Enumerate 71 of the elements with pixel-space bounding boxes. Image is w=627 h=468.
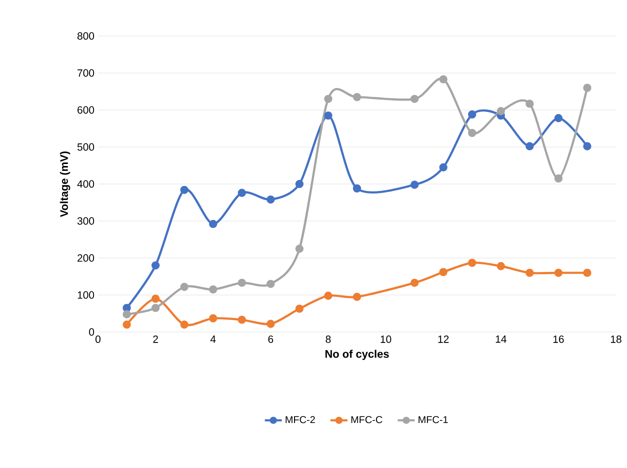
point	[496, 262, 505, 270]
y-tick-label: 800	[77, 32, 94, 40]
point	[151, 304, 160, 312]
y-tick-label: 400	[77, 180, 94, 188]
x-tick-label: 18	[610, 336, 622, 343]
point	[468, 110, 476, 119]
point	[583, 84, 592, 92]
point	[324, 94, 332, 103]
point	[554, 114, 563, 122]
point	[410, 278, 419, 287]
point	[209, 220, 218, 228]
x-tick-label: 16	[553, 336, 564, 343]
y-axis-title: Voltage (mV)	[60, 151, 70, 218]
point	[180, 320, 188, 329]
point	[238, 188, 246, 197]
point	[526, 142, 534, 150]
point	[238, 278, 246, 287]
x-tick-label: 8	[326, 336, 331, 343]
point	[266, 195, 275, 204]
point	[180, 282, 188, 291]
point	[526, 100, 534, 108]
legend-label: MFC-2	[286, 416, 315, 424]
point	[439, 75, 448, 84]
point	[468, 258, 476, 267]
point	[583, 142, 592, 150]
x-tick-label: 10	[380, 336, 392, 343]
x-tick-label: 14	[496, 336, 506, 343]
y-tick-label: 200	[78, 254, 94, 262]
legend-label: MFC-1	[418, 416, 448, 424]
point	[410, 94, 419, 103]
x-tick-label: 12	[438, 336, 449, 343]
point	[554, 174, 563, 183]
point	[209, 285, 218, 294]
point	[122, 320, 131, 329]
point	[238, 316, 246, 324]
point	[266, 320, 275, 328]
point	[554, 268, 563, 277]
point	[468, 128, 476, 138]
point	[439, 163, 448, 172]
point	[583, 268, 592, 277]
point	[439, 268, 448, 276]
point	[526, 268, 534, 277]
x-tick-label: 0	[96, 336, 100, 343]
point	[352, 184, 362, 193]
x-tick-label: 2	[153, 336, 158, 343]
x-tick-label: 6	[268, 336, 274, 343]
point	[122, 304, 131, 312]
point	[352, 92, 362, 102]
y-tick-label: 0	[89, 328, 94, 336]
y-tick-label: 100	[78, 291, 94, 299]
point	[295, 304, 304, 313]
point	[324, 111, 332, 120]
point	[410, 180, 419, 189]
y-tick-label: 700	[78, 69, 94, 77]
y-tick-label: 600	[78, 106, 94, 114]
y-tick-label: 300	[77, 217, 94, 225]
point	[180, 186, 188, 194]
point	[295, 244, 304, 253]
legend-label: MFC-C	[351, 416, 382, 424]
point	[209, 314, 218, 322]
point	[295, 180, 304, 188]
x-axis-title: No of cycles	[325, 350, 389, 360]
y-tick-label: 500	[77, 143, 94, 151]
point	[496, 107, 505, 116]
x-tick-label: 4	[210, 336, 216, 343]
point	[324, 292, 332, 300]
point	[151, 294, 160, 303]
point	[151, 261, 160, 270]
point	[122, 310, 131, 318]
point	[266, 280, 275, 288]
point	[352, 292, 362, 301]
